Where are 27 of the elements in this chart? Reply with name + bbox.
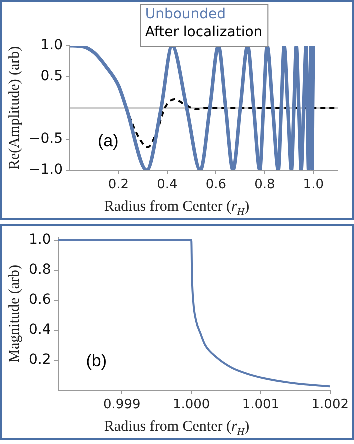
annotation: (a) xyxy=(98,132,119,151)
x-tick-label: 1.000 xyxy=(172,398,210,413)
x-tick-label: 0.999 xyxy=(104,398,141,413)
series-label: Unbounded xyxy=(145,6,226,23)
x-tick-label: 0.4 xyxy=(157,178,178,193)
x-tick-label: 1.0 xyxy=(303,178,324,193)
y-axis-title: Re(Amplitude) (arb) xyxy=(6,46,23,170)
y-tick-label: 0.4 xyxy=(29,322,52,338)
line-series xyxy=(58,239,330,388)
text: After localization xyxy=(145,24,263,41)
annotation: (b) xyxy=(86,352,108,371)
x-tick-label: 0.8 xyxy=(254,178,276,193)
x-tick-label: 0.6 xyxy=(206,178,227,193)
y-tick-label: −1.0 xyxy=(28,162,63,178)
x-axis-title: Radius from Center (r$_{H}$) xyxy=(103,198,251,218)
x-tick-label: 1.002 xyxy=(312,398,349,413)
x-tick-label: 0.2 xyxy=(108,178,130,193)
x-axis-title: Radius from Center (r$_{H}$) xyxy=(103,418,251,438)
x-tick-label: 1.001 xyxy=(242,398,280,413)
y-tick-label: −0.5 xyxy=(28,130,63,147)
y-tick-label: 1.0 xyxy=(40,38,63,54)
y-axis-title: Magnitude (arb) xyxy=(6,264,23,363)
y-tick-label: 0.2 xyxy=(29,352,52,368)
y-tick-label: 0.8 xyxy=(29,262,52,278)
y-tick-label: 0.5 xyxy=(40,68,63,85)
y-tick-label: 0.6 xyxy=(29,292,52,308)
y-tick-label: 1.0 xyxy=(29,232,52,248)
